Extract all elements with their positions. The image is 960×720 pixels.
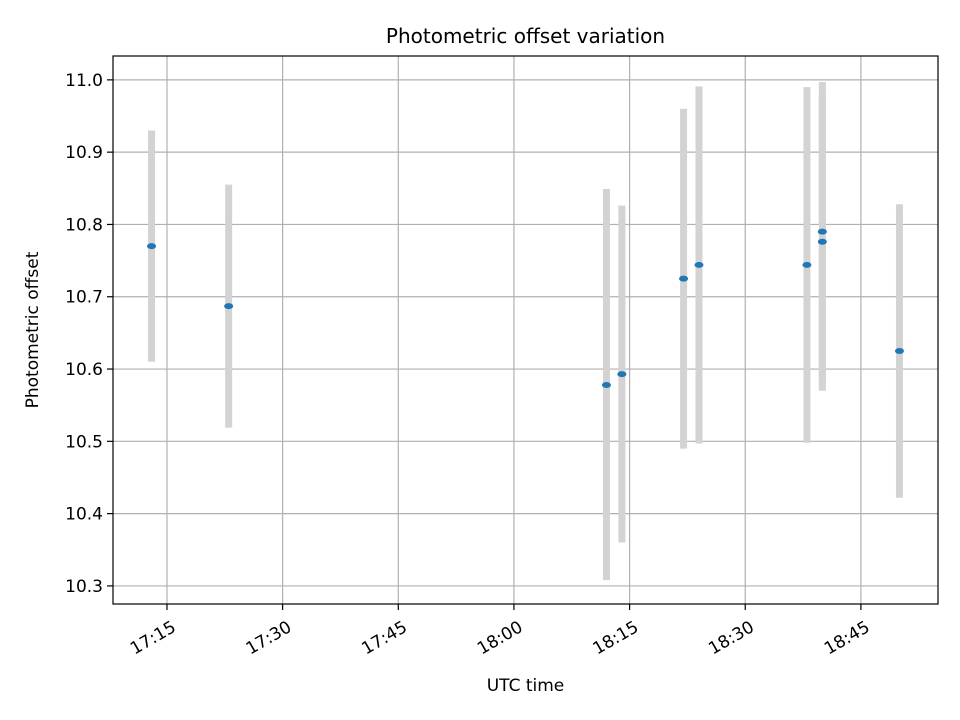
y-tick-label: 10.6 bbox=[65, 360, 103, 380]
point-layer bbox=[147, 228, 904, 388]
y-axis-label: Photometric offset bbox=[23, 251, 43, 408]
data-point bbox=[802, 261, 812, 268]
y-tick-label: 10.4 bbox=[65, 505, 103, 525]
x-tick-label: 17:30 bbox=[243, 617, 295, 659]
data-point bbox=[679, 275, 689, 282]
y-tick-label: 10.7 bbox=[65, 288, 103, 308]
x-axis-label: UTC time bbox=[487, 676, 565, 696]
x-tick-label: 17:15 bbox=[127, 617, 179, 659]
plot-frame bbox=[112, 55, 939, 605]
x-tick-label: 18:45 bbox=[821, 617, 873, 659]
x-tick-label: 18:15 bbox=[590, 617, 642, 659]
x-tick-label: 17:45 bbox=[358, 617, 410, 659]
y-tick-label: 10.5 bbox=[65, 432, 103, 452]
data-point bbox=[601, 381, 611, 388]
x-tick-label: 18:30 bbox=[705, 617, 757, 659]
data-point bbox=[224, 303, 234, 310]
y-tick-label: 10.8 bbox=[65, 215, 103, 235]
chart-title: Photometric offset variation bbox=[386, 24, 665, 48]
errorbar-layer bbox=[148, 82, 903, 581]
data-point bbox=[147, 243, 157, 250]
data-point bbox=[694, 261, 704, 268]
y-tick-label: 11.0 bbox=[65, 71, 103, 91]
tick-layer: 17:15 17:30 17:45 18:00 18:15 18:30 18:45 10.3 1… bbox=[65, 71, 873, 659]
data-point bbox=[617, 371, 627, 378]
grid-layer bbox=[113, 56, 938, 604]
data-point bbox=[894, 347, 904, 354]
y-tick-label: 10.9 bbox=[65, 143, 103, 163]
x-tick-label: 18:00 bbox=[474, 617, 526, 659]
data-point bbox=[817, 228, 827, 235]
data-point bbox=[817, 238, 827, 245]
y-tick-label: 10.3 bbox=[65, 577, 103, 597]
